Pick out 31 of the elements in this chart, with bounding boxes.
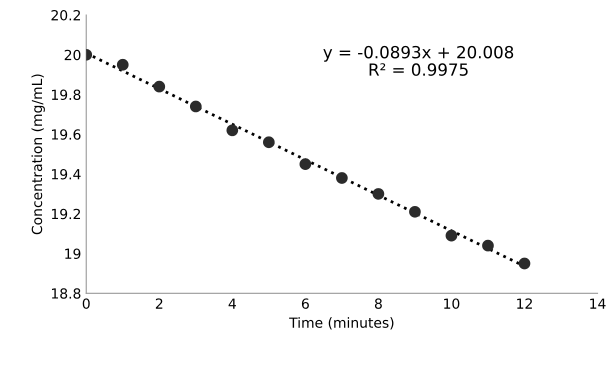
x-tick-label: 4 <box>228 298 236 309</box>
point <box>482 240 494 252</box>
x-tick-label: 12 <box>517 298 532 309</box>
x-axis-title: Time (minutes) <box>289 317 394 330</box>
y-tick-label: 19.2 <box>52 208 80 220</box>
point <box>372 188 384 200</box>
y-tick-label: 18.8 <box>52 288 80 299</box>
y-axis-title: Concentration (mg/mL) <box>31 74 45 234</box>
y-tick-label: 20.2 <box>51 10 80 21</box>
x-tick-label: 10 <box>444 298 460 309</box>
point <box>262 136 275 148</box>
y-tick-label: 19.4 <box>52 169 81 180</box>
x-tick-label: 0 <box>82 298 90 309</box>
point <box>336 172 348 184</box>
point <box>409 206 421 218</box>
point <box>153 80 166 92</box>
point <box>190 100 202 112</box>
x-tick-label: 8 <box>374 298 382 309</box>
y-tick-label: 20 <box>64 50 80 60</box>
y-tick-label: 19.6 <box>52 129 81 140</box>
x-tick-label: 2 <box>156 298 162 309</box>
point <box>518 258 530 270</box>
point <box>116 58 129 71</box>
x-tick-label: 6 <box>302 298 309 309</box>
point <box>226 124 238 136</box>
annotation: y = -0.0893x + 20.008 R² = 0.9975 <box>323 46 514 76</box>
y-tick-label: 19 <box>65 248 80 260</box>
y-tick-label: 19.8 <box>52 90 80 100</box>
x-tick-label: 14 <box>590 298 606 309</box>
point <box>300 158 312 170</box>
point <box>446 230 458 242</box>
